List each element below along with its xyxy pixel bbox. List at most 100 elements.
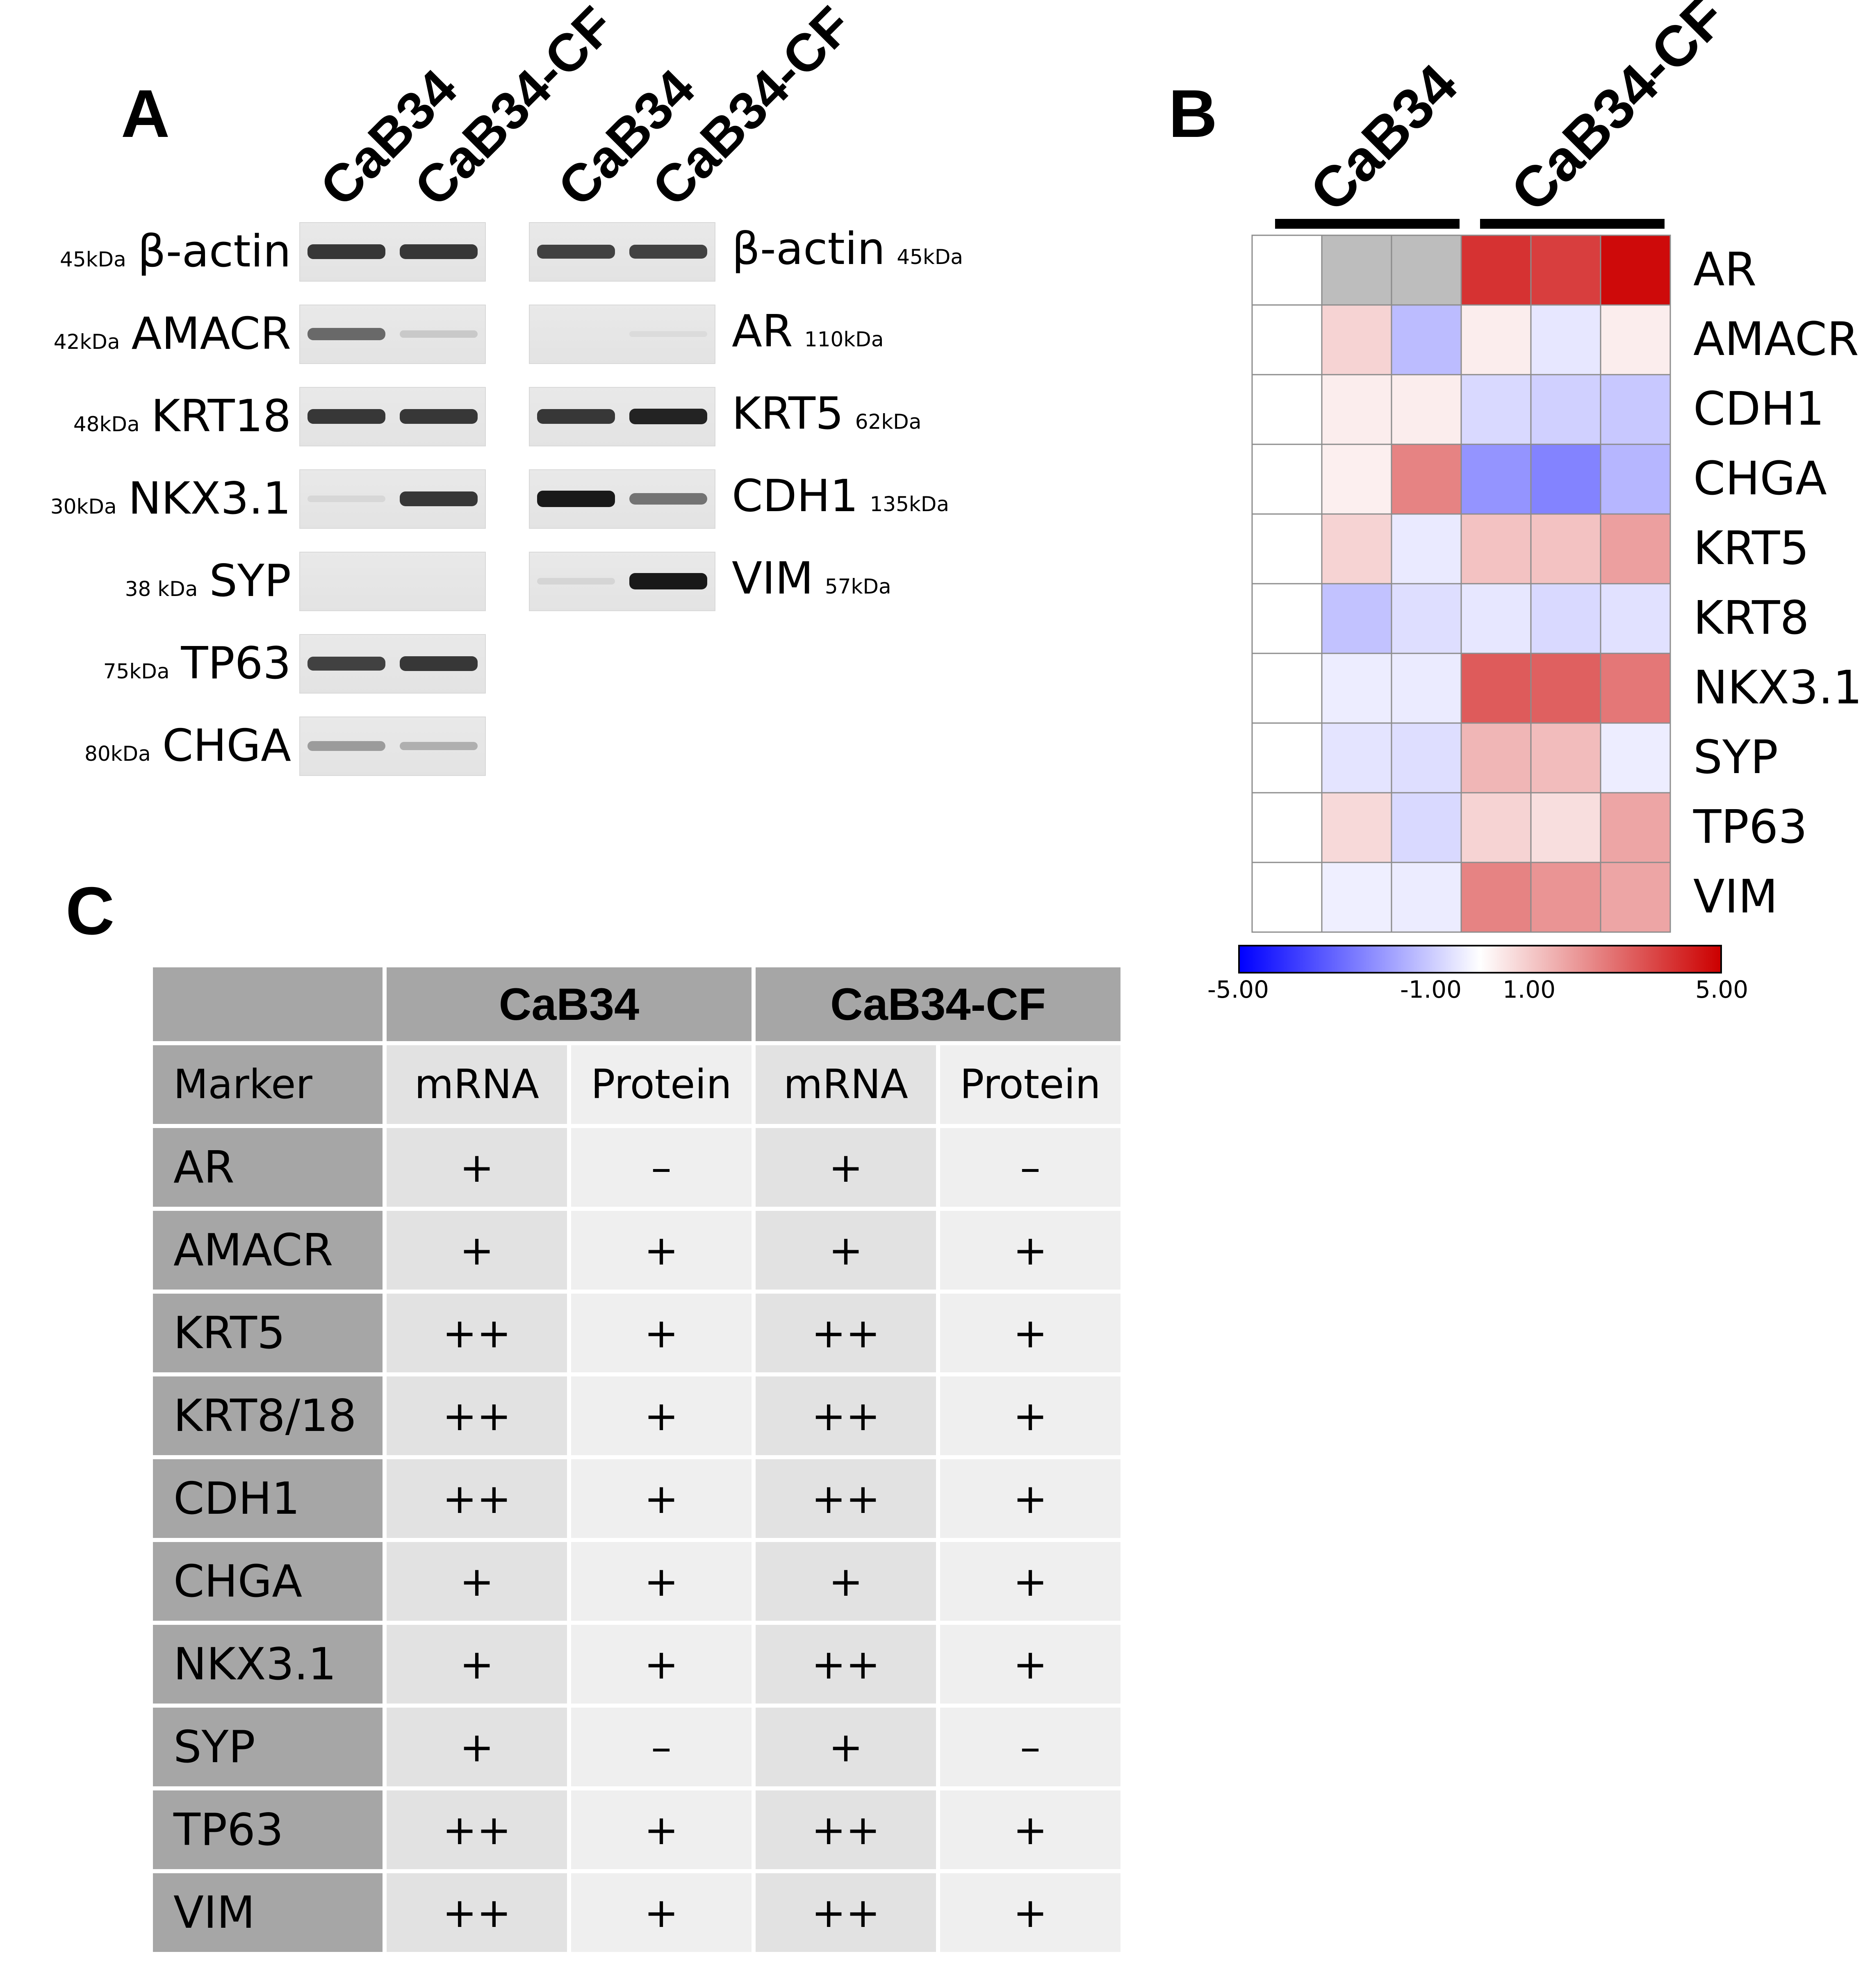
blot-band (629, 408, 707, 425)
molecular-weight: 38 kDa (125, 577, 198, 601)
western-blot-strip (299, 222, 486, 282)
heatmap-row-label: AR (1693, 243, 1757, 296)
blot-marker-name: TP63 (181, 638, 291, 689)
heatmap-cell (1251, 722, 1323, 794)
blot-band (307, 244, 385, 259)
heatmap-cell (1600, 444, 1671, 515)
molecular-weight: 45kDa (60, 248, 126, 271)
heatmap-group-label: CaB34 (1297, 52, 1469, 224)
cf-protein-cell: + (940, 1376, 1120, 1455)
blot-label: 38 kDa SYP (25, 559, 291, 603)
heatmap-cell (1460, 304, 1532, 375)
table-row: VIM ++ + ++ + (153, 1873, 1120, 1952)
heatmap-cell (1530, 444, 1601, 515)
panel-b-letter: B (1168, 76, 1218, 151)
heatmap-cell (1251, 513, 1323, 585)
blot-band (629, 493, 707, 505)
molecular-weight: 80kDa (84, 742, 151, 766)
blot-label: 30kDa NKX3.1 (25, 477, 291, 521)
western-blot-strip (529, 387, 715, 446)
cab34-protein-cell: + (571, 1459, 752, 1538)
heatmap-cell (1321, 234, 1392, 306)
marker-name: VIM (153, 1873, 383, 1952)
protein-column-header: Protein (571, 1045, 752, 1124)
heatmap-cell (1251, 653, 1323, 724)
heatmap-cell (1530, 374, 1601, 445)
heatmap-cell (1530, 653, 1601, 724)
group-bracket-cab34-cf (1480, 219, 1665, 229)
cf-mrna-cell: ++ (756, 1376, 936, 1455)
heatmap-cell (1600, 374, 1671, 445)
colorbar-tick: 5.00 (1695, 976, 1749, 1003)
blot-band (400, 330, 478, 338)
blot-marker-name: β-actin (137, 226, 291, 277)
heatmap-cell (1251, 234, 1323, 306)
panel-c-letter: C (66, 873, 115, 949)
cab34-mrna-cell: ++ (387, 1459, 567, 1538)
blot-label: AR 110kDa (732, 309, 884, 354)
heatmap-cell (1600, 722, 1671, 794)
heatmap-cell (1251, 304, 1323, 375)
heatmap-cell (1530, 234, 1601, 306)
blot-marker-name: CHGA (162, 720, 291, 771)
blot-band (307, 496, 385, 502)
heatmap-cell (1600, 792, 1671, 863)
molecular-weight: 57kDa (824, 575, 891, 598)
marker-name: KRT8/18 (153, 1376, 383, 1455)
table-row: AMACR + + + + (153, 1211, 1120, 1290)
marker-name: AR (153, 1128, 383, 1207)
cab34-protein-cell: – (571, 1128, 752, 1207)
heatmap-cell (1530, 583, 1601, 654)
cf-protein-cell: – (940, 1708, 1120, 1786)
western-blot-strip (529, 222, 715, 282)
cab34-mrna-cell: + (387, 1625, 567, 1704)
table-row: CDH1 ++ + ++ + (153, 1459, 1120, 1538)
heatmap-cell (1251, 862, 1323, 933)
western-blot-strip (299, 305, 486, 364)
heatmap-cell (1460, 513, 1532, 585)
heatmap-cell (1460, 444, 1532, 515)
heatmap-row-label: AMACR (1693, 313, 1859, 366)
heatmap-cell (1530, 513, 1601, 585)
expression-heatmap (1251, 234, 1671, 933)
cab34-protein-cell: + (571, 1873, 752, 1952)
cab34-protein-cell: + (571, 1625, 752, 1704)
molecular-weight: 30kDa (50, 495, 117, 519)
heatmap-cell (1391, 304, 1462, 375)
blot-band (537, 578, 615, 585)
cf-mrna-cell: ++ (756, 1459, 936, 1538)
molecular-weight: 45kDa (897, 245, 963, 269)
heatmap-cell (1460, 722, 1532, 794)
heatmap-row-label: CHGA (1693, 452, 1827, 505)
cab34-mrna-cell: ++ (387, 1376, 567, 1455)
blot-label: 75kDa TP63 (25, 641, 291, 686)
marker-name: SYP (153, 1708, 383, 1786)
western-blot-strip (299, 552, 486, 611)
heatmap-cell (1460, 234, 1532, 306)
cf-protein-cell: + (940, 1294, 1120, 1372)
table-row: TP63 ++ + ++ + (153, 1790, 1120, 1869)
cf-protein-cell: + (940, 1542, 1120, 1621)
blot-band (537, 491, 615, 507)
table-row: AR + – + – (153, 1128, 1120, 1207)
western-blot-strip (529, 469, 715, 529)
molecular-weight: 135kDa (870, 492, 950, 516)
cf-mrna-cell: ++ (756, 1790, 936, 1869)
heatmap-cell (1251, 792, 1323, 863)
heatmap-cell (1460, 792, 1532, 863)
heatmap-cell (1391, 444, 1462, 515)
blot-marker-name: SYP (209, 555, 291, 607)
blot-label: VIM 57kDa (732, 557, 891, 601)
heatmap-cell (1600, 862, 1671, 933)
western-blot-strip (529, 552, 715, 611)
blot-band (400, 409, 478, 424)
table-row: SYP + – + – (153, 1708, 1120, 1786)
cf-protein-cell: – (940, 1128, 1120, 1207)
western-blot-strip (299, 634, 486, 694)
blot-marker-name: AR (732, 306, 793, 357)
cf-mrna-cell: + (756, 1211, 936, 1290)
heatmap-cell (1530, 722, 1601, 794)
cf-protein-cell: + (940, 1625, 1120, 1704)
western-blot-strip (529, 305, 715, 364)
cab34-protein-cell: + (571, 1211, 752, 1290)
